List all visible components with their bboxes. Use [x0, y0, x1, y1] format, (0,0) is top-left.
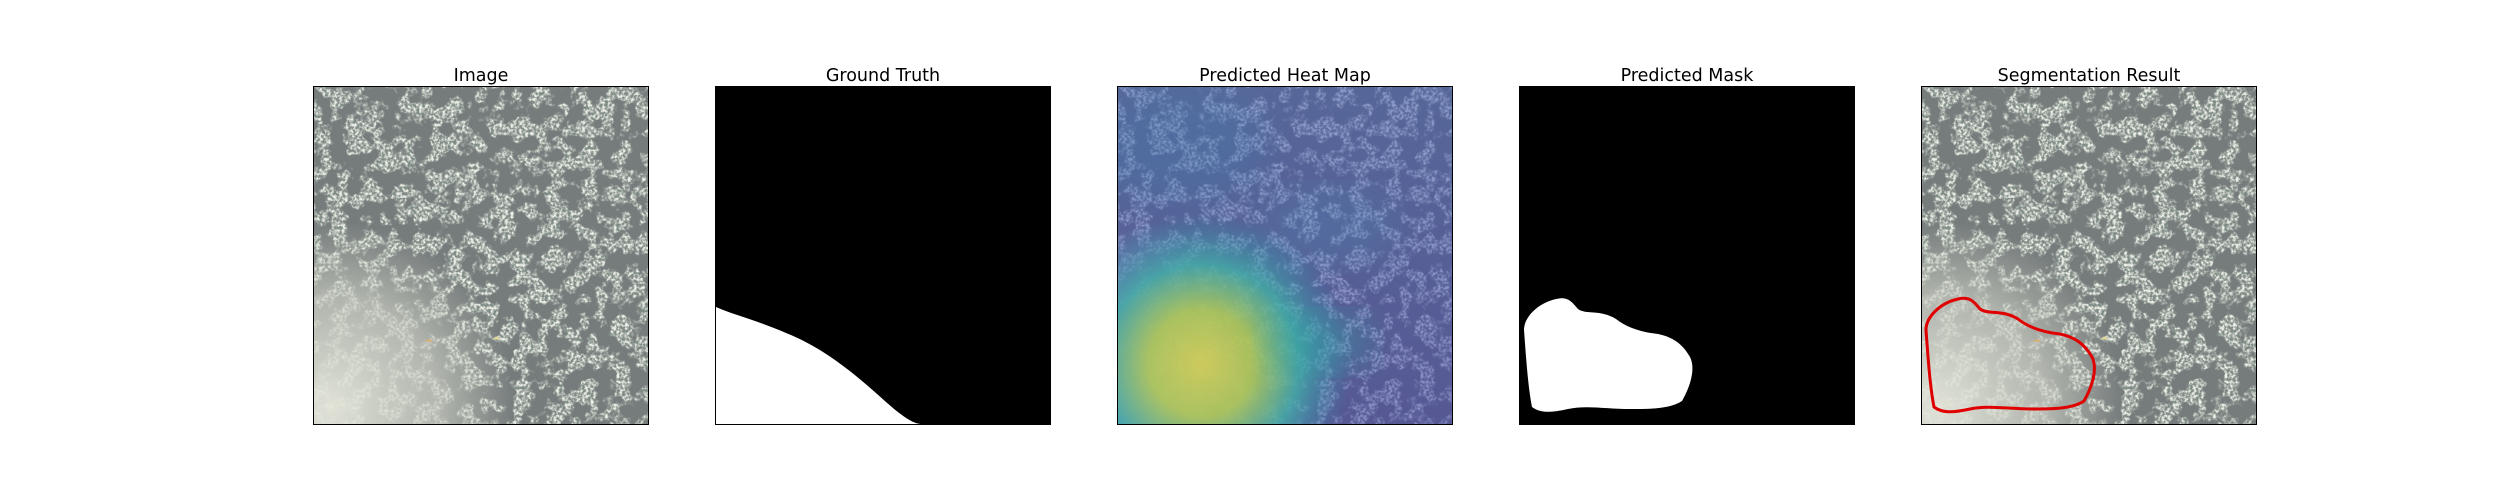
segmentation-frame: [1921, 86, 2257, 425]
panel-title: Ground Truth: [825, 66, 941, 86]
panel-title: Predicted Mask: [1620, 66, 1754, 86]
predicted-mask-frame: [1519, 86, 1855, 425]
ground-truth-frame: [715, 86, 1051, 425]
panel-title: Image: [453, 66, 509, 86]
image-frame: [313, 86, 649, 425]
predicted-mask-region: [1524, 298, 1693, 412]
segmentation-contour: [1924, 296, 2096, 414]
heatmap-frame: [1117, 86, 1453, 425]
ground-truth-region: [716, 307, 922, 424]
panel-title: Predicted Heat Map: [1199, 66, 1371, 86]
panel-title: Segmentation Result: [1997, 66, 2181, 86]
